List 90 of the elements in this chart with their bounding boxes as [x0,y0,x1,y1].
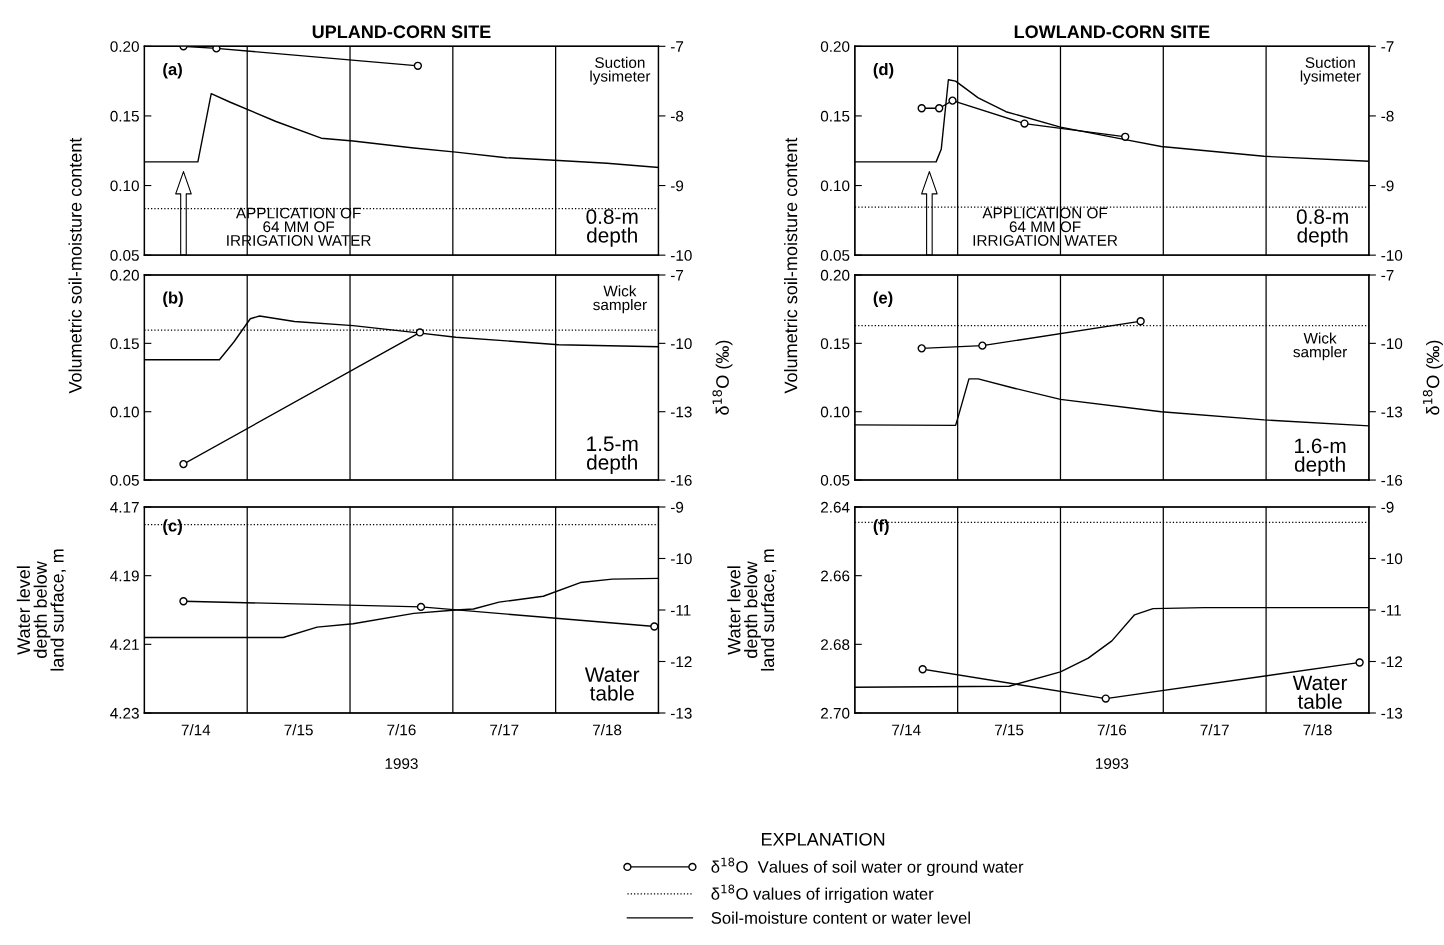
annotation: 0.8-m depth [1296,209,1348,247]
y-tick-label: 0.10 [110,406,139,418]
annotation: 1.5-m depth [587,436,638,474]
y2-tick-label: -9 [1381,501,1394,513]
y2-axis-title: δ$^{18}$O (‰) [712,340,733,415]
y-tick-label: 2.70 [821,707,850,719]
y-tick-label: 2.64 [821,501,850,513]
y-axis-title: Water level depth below land surface, m [16,549,66,671]
y-axis-title: Water level depth below land surface, m [727,549,777,671]
y-tick-label: 0.15 [820,110,850,122]
y-axis-title: Volumetric soil-moisture content [68,137,82,394]
y2-tick-label: -16 [670,474,692,486]
y2-tick-label: -10 [1381,338,1403,350]
y2-tick-label: -7 [670,41,684,52]
y2-tick-label: -13 [1381,406,1403,418]
annotation: (f) [873,519,889,535]
x-tick-label: 7/18 [592,724,622,736]
legend-title: EXPLANATION [762,832,885,846]
y-tick-label: 0.15 [110,110,139,122]
legend-label: δ$^{18}$O values of irrigation water [711,884,934,904]
x-tick-label: 7/14 [892,724,921,736]
x-tick-label: 7/17 [1200,724,1229,736]
annotation: (c) [163,519,182,535]
annotation: (a) [163,63,182,79]
y-tick-label: 0.15 [820,338,850,350]
y2-tick-label: -11 [670,605,691,616]
y-tick-label: 0.10 [820,180,850,192]
y-tick-label: 2.66 [821,570,850,582]
y2-tick-label: -7 [1381,270,1394,281]
y2-tick-label: -10 [1381,553,1403,565]
y2-tick-label: -12 [670,656,692,668]
y-tick-label: 0.05 [820,474,850,486]
y2-tick-label: -7 [670,270,684,281]
y-tick-label: 0.20 [110,269,139,281]
chart-title: UPLAND-CORN SITE [312,25,491,39]
annotation: Suction lysimeter [590,56,651,85]
y-axis-title: Volumetric soil-moisture content [784,137,798,394]
legend-label: Soil-moisture content or water level [711,911,970,924]
y2-tick-label: -9 [670,501,684,513]
y-tick-label: 0.20 [110,41,139,52]
annotation: Suction lysimeter [1300,56,1361,85]
y2-tick-label: -11 [1381,605,1401,616]
chart-title: LOWLAND-CORN SITE [1014,25,1210,39]
x-tick-label: 7/15 [994,724,1024,736]
y2-tick-label: -13 [670,707,692,719]
x-axis-title: 1993 [385,758,418,770]
y-tick-label: 0.10 [820,406,850,418]
y-tick-label: 4.23 [110,707,139,719]
annotation: (d) [873,63,894,79]
y-tick-label: 0.05 [820,250,850,261]
y-tick-label: 0.05 [110,250,139,261]
annotation: Wick sampler [1293,332,1347,361]
x-tick-label: 7/17 [490,724,519,736]
annotation: Wick sampler [593,285,647,314]
annotation: Water table [1292,675,1348,709]
y2-tick-label: -10 [670,553,692,565]
y2-tick-label: -16 [1381,474,1403,486]
y2-tick-label: -8 [1381,110,1394,122]
x-tick-label: 7/15 [284,724,313,736]
y2-tick-label: -7 [1381,41,1394,52]
x-tick-label: 7/18 [1303,724,1332,736]
x-tick-label: 7/14 [181,724,211,736]
annotation: 0.8-m depth [586,209,638,247]
legend-label: δ$^{18}$O Values of soil water or ground water [711,857,1024,877]
y2-tick-label: -8 [670,110,684,122]
y2-tick-label: -9 [1381,180,1394,192]
annotation: 1.6-m depth [1294,438,1346,476]
y-tick-label: 0.20 [820,269,850,281]
annotation: Water table [584,667,640,701]
y-tick-label: 4.21 [110,639,139,650]
x-tick-label: 7/16 [387,724,416,736]
x-tick-label: 7/16 [1097,724,1127,736]
y-tick-label: 0.05 [110,474,139,486]
y-tick-label: 4.17 [110,502,139,513]
y-tick-label: 0.20 [820,41,850,52]
annotation: (e) [873,291,893,307]
y2-tick-label: -9 [670,180,684,192]
y2-tick-label: -13 [670,406,692,418]
y2-tick-label: -10 [670,250,692,261]
y2-axis-title: δ$^{18}$O (‰) [1422,340,1443,415]
y-tick-label: 4.19 [110,570,139,582]
annotation: (b) [163,291,183,307]
y-tick-label: 2.68 [821,639,850,651]
y-tick-label: 0.15 [110,338,139,350]
y2-tick-label: -13 [1381,707,1403,719]
x-axis-title: 1993 [1096,758,1129,770]
y-tick-label: 0.10 [110,180,139,192]
y2-tick-label: -10 [1381,250,1403,261]
y2-tick-label: -12 [1381,656,1403,668]
y2-tick-label: -10 [670,338,692,350]
